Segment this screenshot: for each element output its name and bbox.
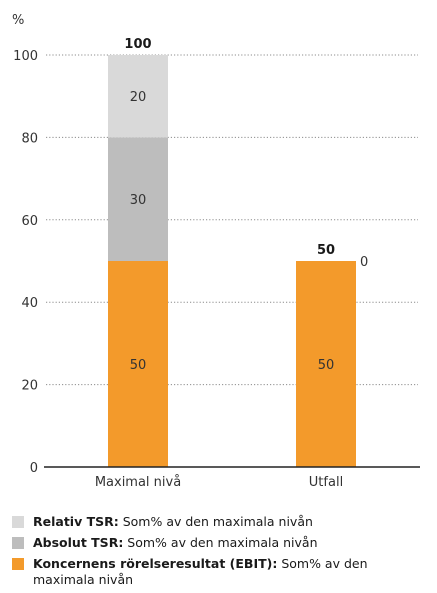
- bar-maximal-niva-relativ-tsr: [108, 55, 168, 138]
- y-axis-unit-label: %: [12, 13, 24, 28]
- y-tick-label-0: 0: [30, 461, 38, 476]
- y-tick-label-20: 20: [21, 379, 38, 394]
- y-tick-label-40: 40: [21, 296, 38, 311]
- legend-item-absolut-tsr: Absolut TSR: Som% av den maximala nivån: [12, 535, 432, 551]
- bars: 50 30 20 100 50 50 0: [108, 37, 368, 467]
- bar-utfall-koncernens-rorelseresultat-ebit: [296, 261, 356, 467]
- y-tick-label-60: 60: [21, 214, 38, 229]
- legend-item-ebit: Koncernens rörelseresultat (EBIT): Som% …: [12, 556, 432, 588]
- legend-name-absolut-tsr: Absolut TSR:: [33, 535, 124, 550]
- bar-value-label-maximal-niva-koncernens-rorelseresultat-ebit: 50: [130, 358, 147, 373]
- legend-name-ebit: Koncernens rörelseresultat (EBIT):: [33, 556, 278, 571]
- bar-total-label-utfall: 50: [317, 243, 335, 258]
- legend-desc-relativ-tsr: Som% av den maximala nivån: [118, 514, 313, 529]
- x-tick-label-maximal-niva: Maximal nivå: [95, 475, 181, 490]
- legend-item-relativ-tsr: Relativ TSR: Som% av den maximala nivån: [12, 514, 432, 530]
- legend-swatch-ebit: [12, 558, 24, 570]
- x-tick-label-utfall: Utfall: [309, 475, 343, 490]
- y-tick-label-100: 100: [13, 49, 38, 64]
- bar-value-label-utfall-koncernens-rorelseresultat-ebit: 50: [318, 358, 335, 373]
- bar-value-label-maximal-niva-relativ-tsr: 20: [130, 90, 147, 105]
- legend-desc-absolut-tsr: Som% av den maximala nivån: [123, 535, 318, 550]
- gridlines: [46, 54, 418, 386]
- bar-total-label-maximal-niva: 100: [124, 37, 151, 52]
- bar-maximal-niva-koncernens-rorelseresultat-ebit: [108, 261, 168, 467]
- legend: Relativ TSR: Som% av den maximala nivån …: [12, 514, 432, 593]
- legend-swatch-absolut-tsr: [12, 537, 24, 549]
- bar-maximal-niva-absolut-tsr: [108, 137, 168, 261]
- stacked-bar-chart: % 0 20 40 60 80 100 50 30 20 100 50 50 0 Maximal ni…: [12, 13, 420, 490]
- legend-desc-ebit: Som% av den maximala nivån: [33, 556, 368, 587]
- y-tick-label-80: 80: [21, 131, 38, 146]
- bar-value-label-maximal-niva-absolut-tsr: 30: [130, 193, 147, 208]
- legend-swatch-relativ-tsr: [12, 516, 24, 528]
- legend-name-relativ-tsr: Relativ TSR:: [33, 514, 119, 529]
- bar-extra-label-utfall-0: 0: [360, 255, 368, 270]
- y-axis-ticks: 0 20 40 60 80 100: [13, 49, 38, 476]
- x-axis-labels: Maximal nivå Utfall: [95, 475, 343, 490]
